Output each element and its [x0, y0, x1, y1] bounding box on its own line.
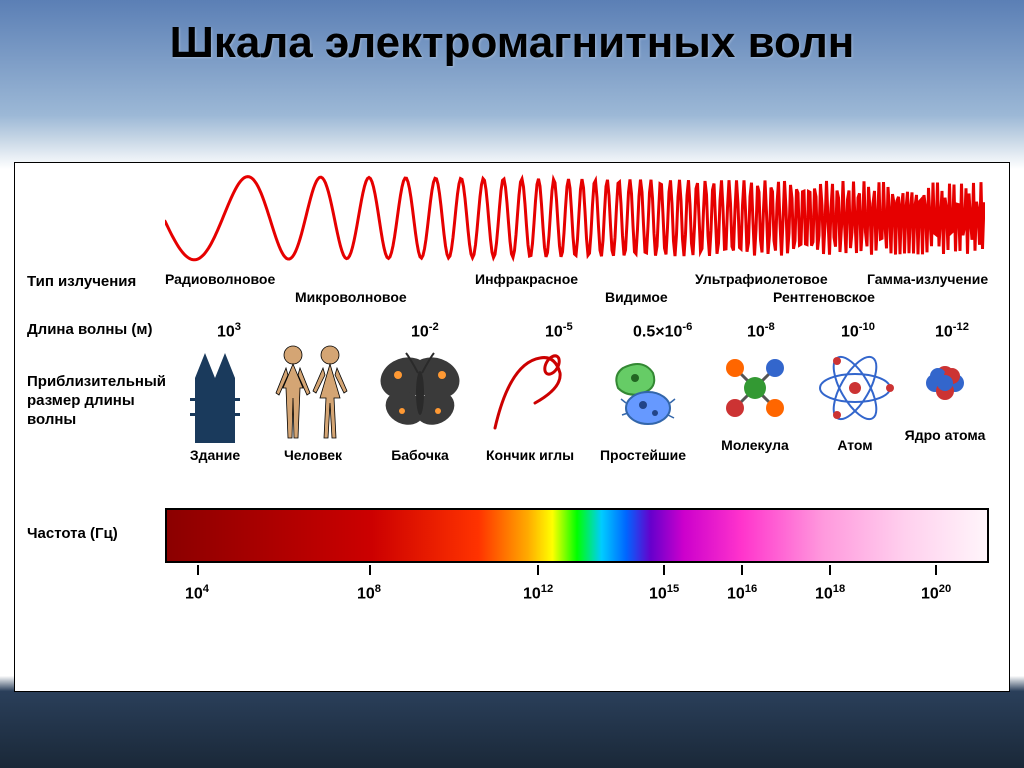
frequency-value: 108	[357, 583, 381, 603]
frequency-tick	[369, 565, 371, 575]
radiation-type: Ультрафиолетовое	[695, 271, 828, 287]
size-example-building: Здание	[165, 343, 265, 463]
radiation-type: Инфракрасное	[475, 271, 578, 287]
spectrum-diagram: Тип излучения Радиоволновое Микроволновое…	[14, 162, 1010, 692]
size-example-label: Молекула	[705, 437, 805, 453]
frequency-value: 1016	[727, 583, 757, 603]
frequency-tick	[741, 565, 743, 575]
frequency-value: 1020	[921, 583, 951, 603]
frequency-tick	[935, 565, 937, 575]
wavelength-value: 10-2	[411, 321, 439, 341]
frequency-tick	[537, 565, 539, 575]
page-title: Шкала электромагнитных волн	[0, 0, 1024, 69]
size-example-label: Кончик иглы	[480, 447, 580, 463]
radiation-type: Радиоволновое	[165, 271, 275, 287]
size-example-label: Атом	[805, 437, 905, 453]
radiation-type: Видимое	[605, 289, 668, 305]
size-example-needle: Кончик иглы	[480, 343, 580, 463]
frequency-tick	[197, 565, 199, 575]
wavelengths-row: 103 10-2 10-5 0.5×10-6 10-8 10-10 10-12	[165, 321, 989, 341]
size-example-label: Ядро атома	[895, 427, 995, 443]
size-example-label: Человек	[263, 447, 363, 463]
frequency-value: 1012	[523, 583, 553, 603]
size-example-nucleus: Ядро атома	[895, 343, 995, 443]
radiation-type: Рентгеновское	[773, 289, 875, 305]
frequency-value: 1015	[649, 583, 679, 603]
frequency-tick	[829, 565, 831, 575]
wavelength-value: 0.5×10-6	[633, 321, 692, 341]
wave-svg	[165, 171, 985, 266]
frequencies-row: 104 108 1012 1015 1016 1018 1020	[165, 583, 989, 603]
size-example-label: Бабочка	[370, 447, 470, 463]
size-example-human: Человек	[263, 343, 363, 463]
size-example-butterfly: Бабочка	[370, 343, 470, 463]
frequency-tick	[663, 565, 665, 575]
wavelength-value: 10-12	[935, 321, 969, 341]
size-example-atom: Атом	[805, 343, 905, 453]
approx-size-label: Приблизительный размер длины волны	[27, 373, 162, 429]
frequency-value: 1018	[815, 583, 845, 603]
frequency-value: 104	[185, 583, 209, 603]
frequency-label: Частота (Гц)	[27, 525, 118, 542]
radiation-type: Микроволновое	[295, 289, 407, 305]
size-example-label: Здание	[165, 447, 265, 463]
wavelength-value: 10-5	[545, 321, 573, 341]
wavelength-label: Длина волны (м)	[27, 321, 152, 338]
size-example-protozoa: Простейшие	[593, 343, 693, 463]
wave-visualization	[165, 171, 989, 266]
radiation-type: Гамма-излучение	[867, 271, 988, 287]
size-example-label: Простейшие	[593, 447, 693, 463]
wavelength-value: 103	[217, 321, 241, 341]
radiation-type-label: Тип излучения	[27, 273, 136, 290]
size-example-molecule: Молекула	[705, 343, 805, 453]
radiation-types-row: Радиоволновое Микроволновое Инфракрасное Ви…	[165, 271, 989, 311]
size-examples-row: Здание Человек	[165, 343, 989, 483]
wavelength-value: 10-8	[747, 321, 775, 341]
spectrum-bar	[165, 508, 989, 563]
wavelength-value: 10-10	[841, 321, 875, 341]
